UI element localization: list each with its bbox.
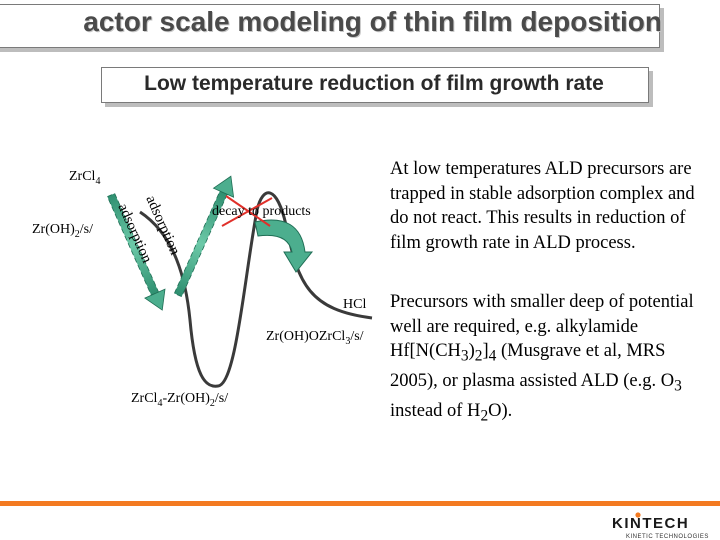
subtitle-box [101,67,649,103]
label-product: Zr(OH)OZrCl3/s/ [266,329,364,347]
recommendation-paragraph: Precursors with smaller deep of potentia… [390,292,694,426]
label-decay: decay to products [212,204,311,219]
red-cross-line-2 [225,195,271,227]
title-box [0,4,660,48]
adsorption-arrow-down [106,192,166,311]
decay-curved-arrow [254,219,314,273]
svg-text:KINETIC TECHNOLOGIES: KINETIC TECHNOLOGIES [626,534,709,540]
explanation-paragraph: At low temperatures ALD precursors are t… [390,159,695,253]
red-cross-line-1 [221,197,273,227]
energy-diagram: adsorption adsorption ZrCl4 Zr(OH)2/s/ d… [32,169,373,409]
label-zrcl4: ZrCl4 [69,169,100,187]
label-complex: ZrCl4-Zr(OH)2/s/ [131,391,228,409]
footer-accent-line [0,501,720,506]
slide-title: actor scale modeling of thin film deposi… [83,6,662,37]
svg-text:KINTECH: KINTECH [612,515,689,532]
label-zroh2: Zr(OH)2/s/ [32,222,93,240]
slide-subtitle: Low temperature reduction of film growth… [144,72,604,95]
kintech-logo: KINTECH KINETIC TECHNOLOGIES [612,512,709,540]
adsorption-arrow-up [173,175,235,298]
label-hcl: HCl [343,297,366,312]
